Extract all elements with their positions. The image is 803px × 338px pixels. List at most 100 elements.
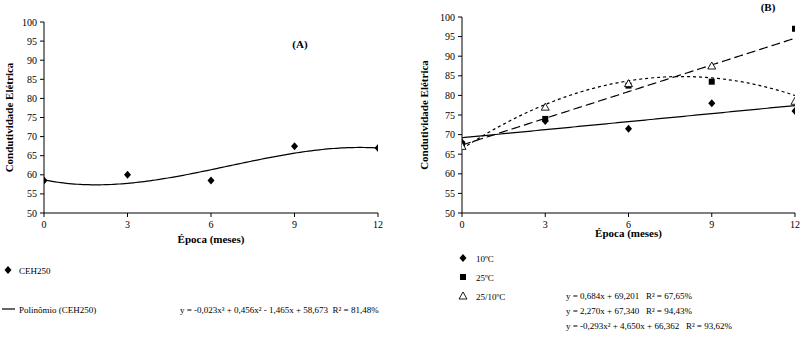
y-tick-label: 65 bbox=[27, 150, 37, 161]
y-tick bbox=[40, 79, 44, 80]
x-tick bbox=[378, 213, 379, 217]
y-tick-label: 95 bbox=[27, 36, 37, 47]
y-tick bbox=[40, 174, 44, 175]
x-tick-label: 9 bbox=[709, 219, 714, 230]
x-tick bbox=[795, 213, 796, 217]
y-tick-label: 80 bbox=[445, 90, 455, 101]
y-tick-label: 95 bbox=[445, 31, 455, 42]
y-tick bbox=[458, 36, 462, 37]
legend-marker bbox=[460, 254, 467, 262]
x-tick bbox=[211, 213, 212, 217]
legend-marker bbox=[459, 292, 467, 299]
y-tick-label: 100 bbox=[440, 12, 455, 23]
y-tick bbox=[458, 193, 462, 194]
x-axis-title: Época (meses) bbox=[178, 233, 245, 246]
y-tick-label: 55 bbox=[445, 188, 455, 199]
data-point bbox=[291, 142, 298, 150]
x-tick-label: 6 bbox=[209, 219, 214, 230]
y-tick bbox=[458, 173, 462, 174]
x-tick-label: 9 bbox=[292, 219, 297, 230]
data-point bbox=[124, 171, 131, 179]
y-tick-label: 50 bbox=[27, 208, 37, 219]
y-axis-title: Condutividade Elétrica bbox=[418, 60, 430, 170]
y-tick-label: 85 bbox=[27, 74, 37, 85]
trendline bbox=[462, 77, 795, 149]
x-tick-label: 3 bbox=[543, 219, 548, 230]
x-tick bbox=[711, 213, 712, 217]
legend-marker bbox=[460, 274, 466, 280]
y-tick bbox=[40, 117, 44, 118]
y-tick-label: 70 bbox=[27, 131, 37, 142]
legend-label: CEH250 bbox=[19, 266, 51, 276]
legend-label: Polinômio (CEH250) bbox=[19, 305, 96, 315]
figure: 50556065707580859095100036912Época (mese… bbox=[0, 0, 803, 338]
y-axis-title: Condutividade Elétrica bbox=[3, 62, 15, 172]
y-tick-label: 85 bbox=[445, 70, 455, 81]
data-point bbox=[792, 26, 795, 32]
data-point bbox=[708, 99, 715, 107]
data-point bbox=[625, 125, 632, 133]
data-point bbox=[375, 144, 379, 152]
y-tick-label: 90 bbox=[445, 51, 455, 62]
y-tick bbox=[40, 155, 44, 156]
data-point bbox=[708, 62, 716, 69]
equation: y = 2,270x + 67,340 R² = 94,43% bbox=[566, 306, 692, 316]
x-tick-label: 3 bbox=[125, 219, 130, 230]
y-tick bbox=[458, 115, 462, 116]
equation: y = -0,293x² + 4,650x + 66,362 R² = 93,6… bbox=[566, 321, 732, 331]
y-tick bbox=[458, 75, 462, 76]
y-tick-label: 70 bbox=[445, 129, 455, 140]
chart-panel: 50556065707580859095100036912Época (mese… bbox=[2, 17, 383, 316]
x-axis-title: Época (meses) bbox=[595, 227, 662, 240]
y-tick-label: 60 bbox=[27, 169, 37, 180]
legend-marker bbox=[5, 266, 12, 274]
y-tick bbox=[40, 60, 44, 61]
y-tick bbox=[40, 136, 44, 137]
y-tick-label: 60 bbox=[445, 168, 455, 179]
data-point bbox=[44, 177, 48, 185]
trendline bbox=[462, 38, 795, 145]
y-tick bbox=[40, 41, 44, 42]
trendline bbox=[44, 147, 378, 184]
plot-area bbox=[462, 26, 795, 150]
legend-line bbox=[2, 308, 15, 309]
y-tick bbox=[40, 98, 44, 99]
x-tick-label: 12 bbox=[373, 219, 383, 230]
x-tick bbox=[44, 213, 45, 217]
y-tick bbox=[40, 213, 44, 214]
chart-title: (A) bbox=[292, 38, 308, 51]
data-point bbox=[709, 79, 715, 85]
y-tick bbox=[40, 193, 44, 194]
legend-label: 10ºC bbox=[476, 254, 494, 264]
y-tick bbox=[40, 22, 44, 23]
x-tick-label: 12 bbox=[790, 219, 800, 230]
y-tick bbox=[458, 17, 462, 18]
y-tick bbox=[458, 134, 462, 135]
chart-title: (B) bbox=[761, 1, 776, 14]
y-tick bbox=[458, 213, 462, 214]
legend-label: 25/10ºC bbox=[476, 292, 505, 302]
trendline bbox=[462, 106, 795, 138]
data-point bbox=[542, 117, 549, 125]
data-point bbox=[542, 116, 548, 122]
x-tick bbox=[628, 213, 629, 217]
x-tick-label: 0 bbox=[460, 219, 465, 230]
y-tick-label: 75 bbox=[27, 112, 37, 123]
data-point bbox=[208, 177, 215, 185]
data-point bbox=[792, 107, 796, 115]
data-point bbox=[462, 142, 466, 149]
data-point bbox=[791, 97, 795, 104]
chart-panel: 50556065707580859095100036912Época (mese… bbox=[418, 1, 800, 331]
y-tick-label: 65 bbox=[445, 149, 455, 160]
x-tick-label: 0 bbox=[42, 219, 47, 230]
legend-label: 25ºC bbox=[476, 273, 494, 283]
x-tick bbox=[294, 213, 295, 217]
y-tick-label: 90 bbox=[27, 55, 37, 66]
plot-area bbox=[44, 142, 378, 185]
y-tick-label: 55 bbox=[27, 188, 37, 199]
x-tick bbox=[127, 213, 128, 217]
x-tick bbox=[462, 213, 463, 217]
y-tick-label: 75 bbox=[445, 110, 455, 121]
equation: y = 0,684x + 69,201 R² = 67,65% bbox=[566, 291, 692, 301]
y-tick-label: 50 bbox=[445, 208, 455, 219]
